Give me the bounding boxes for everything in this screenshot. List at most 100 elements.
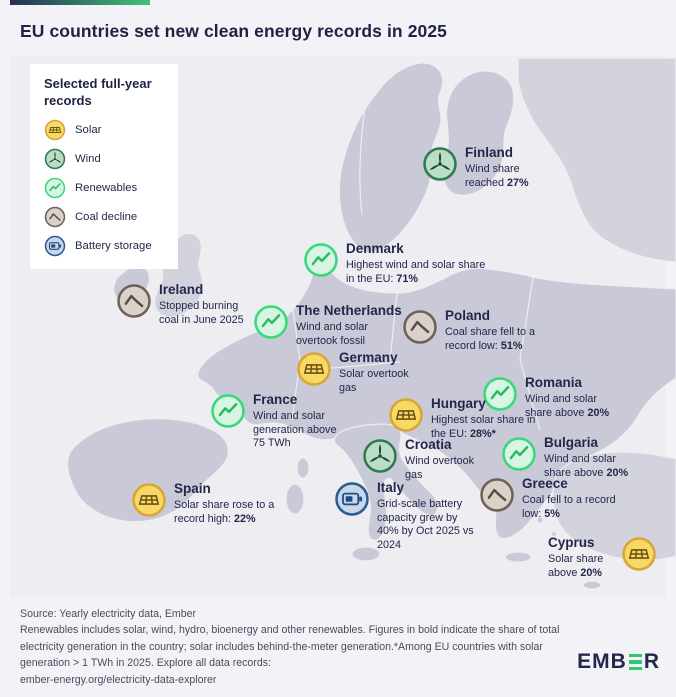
land-iberia [66,417,229,523]
ember-logo-text-post: R [643,650,660,673]
source-line: Source: Yearly electricity data, Ember [20,608,197,620]
renewables-icon [501,436,537,472]
callout-poland: Poland Coal share fell to a record low: … [402,308,547,353]
coal-decline-icon [402,309,438,345]
legend-label: Battery storage [75,239,152,252]
land-russia [517,57,676,263]
country-name: Bulgaria [544,435,599,450]
wind-icon [44,148,66,170]
country-name: Finland [465,145,513,160]
legend-label: Renewables [75,181,138,194]
ember-logo-e-bars-icon [628,653,642,671]
country-name: Denmark [346,241,404,256]
country-name: Cyprus [548,535,595,550]
land-corsica [296,457,310,479]
legend-item-battery-storage: Battery storage [44,235,166,257]
battery-storage-icon [44,235,66,257]
callout-germany: Germany Solar overtook gas [296,350,421,395]
footnote-text: Renewables includes solar, wind, hydro, … [20,624,560,670]
country-record: Grid-scale battery capacity grew by 40% … [377,497,474,552]
country-name: Hungary [431,396,486,411]
land-crete [504,551,532,563]
wind-icon [362,438,398,474]
border-norway-sweden [359,99,367,216]
legend-item-wind: Wind [44,148,166,170]
country-name: Spain [174,481,211,496]
legend: Selected full-year records Solar Wind Re… [30,64,178,269]
callout-spain: Spain Solar share rose to a record high:… [131,481,278,526]
country-record: Wind and solar share above 20% [525,392,610,419]
callout-finland: Finland Wind share reached 27% [422,145,537,190]
coal-decline-icon [44,206,66,228]
footnote: Renewables includes solar, wind, hydro, … [20,622,568,688]
country-record: Coal fell to a record low: 5% [522,493,616,520]
callout-cyprus: Cyprus Solar share above 20% [548,535,657,580]
legend-label: Coal decline [75,210,138,223]
callout-greece: Greece Coal fell to a record low: 5% [479,476,630,521]
renewables-icon [303,242,339,278]
country-record: Highest solar share in the EU: 28%* [431,413,536,440]
land-sicily [351,546,381,562]
callout-bulgaria: Bulgaria Wind and solar share above 20% [501,435,636,480]
solar-icon [44,119,66,141]
legend-label: Solar [75,123,102,136]
country-record: Highest wind and solar share in the EU: … [346,258,486,285]
legend-label: Wind [75,152,101,165]
land-sardinia [285,483,305,515]
ember-logo-text-pre: EMB [577,650,627,673]
country-record: Solar overtook gas [339,367,409,394]
callout-denmark: Denmark Highest wind and solar share in … [303,241,486,286]
legend-item-coal-decline: Coal decline [44,206,166,228]
country-name: Greece [522,476,568,491]
page-title: EU countries set new clean energy record… [20,21,448,41]
accent-bar [10,0,150,5]
coal-decline-icon [116,283,152,319]
footer: Source: Yearly electricity data, Ember R… [20,606,660,688]
legend-item-renewables: Renewables [44,177,166,199]
country-record: Coal share fell to a record low: 51% [445,325,536,352]
callout-croatia: Croatia Wind overtook gas [362,437,485,482]
callout-romania: Romania Wind and solar share above 20% [482,375,617,420]
land-italy [333,423,439,541]
legend-title: Selected full-year records [44,76,152,108]
country-name: Ireland [159,282,204,297]
country-record: Wind and solar generation above 75 TWh [253,409,337,450]
callout-italy: Italy Grid-scale battery capacity grew b… [334,480,482,553]
country-name: France [253,392,298,407]
country-name: The Netherlands [296,303,402,318]
country-record: Wind share reached 27% [465,162,529,189]
renewables-icon [253,304,289,340]
callout-france: France Wind and solar generation above 7… [210,392,337,451]
callout-netherlands: The Netherlands Wind and solar overtook … [253,303,402,348]
legend-item-solar: Solar [44,119,166,141]
country-record: Wind and solar share above 20% [544,452,629,479]
solar-icon [388,397,424,433]
country-name: Italy [377,480,405,495]
ember-logo: EMB R [577,650,660,674]
landmasses [66,57,676,590]
aegean-island [536,516,544,524]
land-cyprus [582,580,602,590]
country-name: Poland [445,308,491,323]
wind-icon [422,146,458,182]
land-scandinavia [338,62,444,253]
renewables-icon [44,177,66,199]
country-name: Romania [525,375,583,390]
callout-hungary: Hungary Highest solar share in the EU: 2… [388,396,536,441]
renewables-icon [210,393,246,429]
battery-storage-icon [334,481,370,517]
coal-decline-icon [479,477,515,513]
country-record: Solar share above 20% [548,552,604,579]
solar-icon [621,536,657,572]
solar-icon [131,482,167,518]
country-name: Croatia [405,437,452,452]
country-record: Solar share rose to a record high: 22% [174,498,275,525]
solar-icon [296,351,332,387]
callout-ireland: Ireland Stopped burning coal in June 202… [116,282,254,327]
country-name: Germany [339,350,398,365]
country-record: Wind and solar overtook fossil [296,320,369,347]
country-record: Stopped burning coal in June 2025 [159,299,244,326]
data-explorer-link[interactable]: ember-energy.org/electricity-data-explor… [20,673,217,686]
aegean-island [550,530,558,538]
